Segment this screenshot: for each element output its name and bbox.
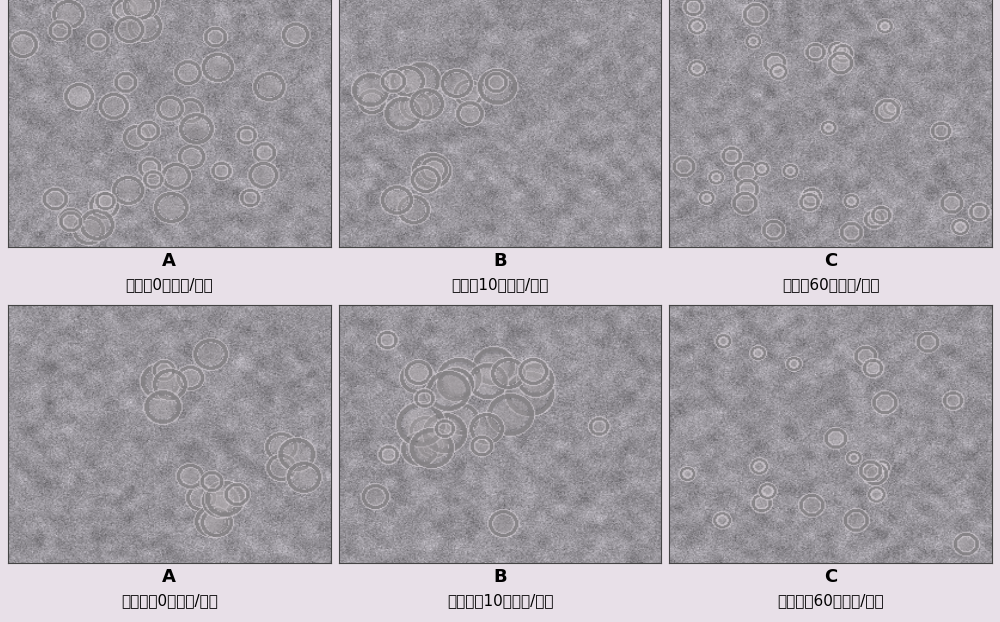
Text: 乳酸（60毫摩尔/升）: 乳酸（60毫摩尔/升）: [782, 277, 879, 292]
Text: 乳酸钓（0毫摩尔/升）: 乳酸钓（0毫摩尔/升）: [121, 593, 218, 608]
Text: A: A: [162, 252, 176, 269]
Text: B: B: [493, 252, 507, 269]
Text: A: A: [162, 568, 176, 585]
Text: B: B: [493, 568, 507, 585]
Text: 乳酸（0毫摩尔/升）: 乳酸（0毫摩尔/升）: [125, 277, 213, 292]
Text: C: C: [824, 568, 837, 585]
Text: 乳酸（10毫摩尔/升）: 乳酸（10毫摩尔/升）: [451, 277, 549, 292]
Text: 乳酸钓（60毫摩尔/升）: 乳酸钓（60毫摩尔/升）: [777, 593, 884, 608]
Text: C: C: [824, 252, 837, 269]
Text: 乳酸钓（10毫摩尔/升）: 乳酸钓（10毫摩尔/升）: [447, 593, 553, 608]
